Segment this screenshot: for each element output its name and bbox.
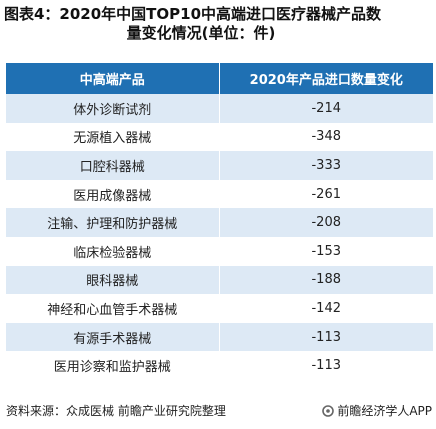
cell-product: 临床检验器械 xyxy=(6,236,220,266)
cell-change: -333 xyxy=(219,151,433,180)
cell-change: -208 xyxy=(219,208,433,237)
brand-credit: 前瞻经济学人APP xyxy=(322,402,432,419)
cell-product: 有源手术器械 xyxy=(6,322,220,352)
table-row: 无源植入器械 -348 xyxy=(6,122,433,152)
title-line-2: 量变化情况(单位：件) xyxy=(126,24,276,42)
header-product: 中高端产品 xyxy=(6,63,220,94)
source-note: 资料来源：众成医械 前瞻产业研究院整理 xyxy=(6,404,226,418)
cell-product: 医用诊察和监护器械 xyxy=(6,351,220,380)
table-row: 医用诊察和监护器械 -113 xyxy=(6,351,433,380)
cell-product: 眼科器械 xyxy=(6,265,220,295)
table-header-row: 中高端产品 2020年产品进口数量变化 xyxy=(6,63,433,94)
table-row: 神经和心血管手术器械 -142 xyxy=(6,294,433,323)
data-table: 中高端产品 2020年产品进口数量变化 体外诊断试剂 -214 无源植入器械 -… xyxy=(6,63,433,380)
cell-change: -348 xyxy=(219,122,433,152)
cell-product: 体外诊断试剂 xyxy=(6,94,220,123)
cell-product: 医用成像器械 xyxy=(6,179,220,209)
cell-product: 神经和心血管手术器械 xyxy=(6,294,220,323)
cell-change: -153 xyxy=(219,236,433,266)
table-row: 体外诊断试剂 -214 xyxy=(6,94,433,123)
chart-title: 图表4：2020年中国TOP10中高端进口医疗器械产品数 量变化情况(单位：件) xyxy=(4,5,432,43)
cell-product: 口腔科器械 xyxy=(6,151,220,180)
table-row: 医用成像器械 -261 xyxy=(6,179,433,209)
cell-product: 无源植入器械 xyxy=(6,122,220,152)
cell-change: -113 xyxy=(219,351,433,380)
cell-change: -113 xyxy=(219,322,433,352)
table-row: 临床检验器械 -153 xyxy=(6,236,433,266)
cell-product: 注输、护理和防护器械 xyxy=(6,208,220,237)
table-row: 口腔科器械 -333 xyxy=(6,151,433,180)
cell-change: -142 xyxy=(219,294,433,323)
title-line-1: 图表4：2020年中国TOP10中高端进口医疗器械产品数 xyxy=(4,5,382,23)
header-change: 2020年产品进口数量变化 xyxy=(219,63,433,94)
table-row: 有源手术器械 -113 xyxy=(6,322,433,352)
brand-name: 前瞻经济学人APP xyxy=(337,404,432,418)
brand-logo-icon xyxy=(322,404,335,417)
table-row: 眼科器械 -188 xyxy=(6,265,433,295)
cell-change: -214 xyxy=(219,94,433,123)
cell-change: -188 xyxy=(219,265,433,295)
cell-change: -261 xyxy=(219,179,433,209)
table-row: 注输、护理和防护器械 -208 xyxy=(6,208,433,237)
